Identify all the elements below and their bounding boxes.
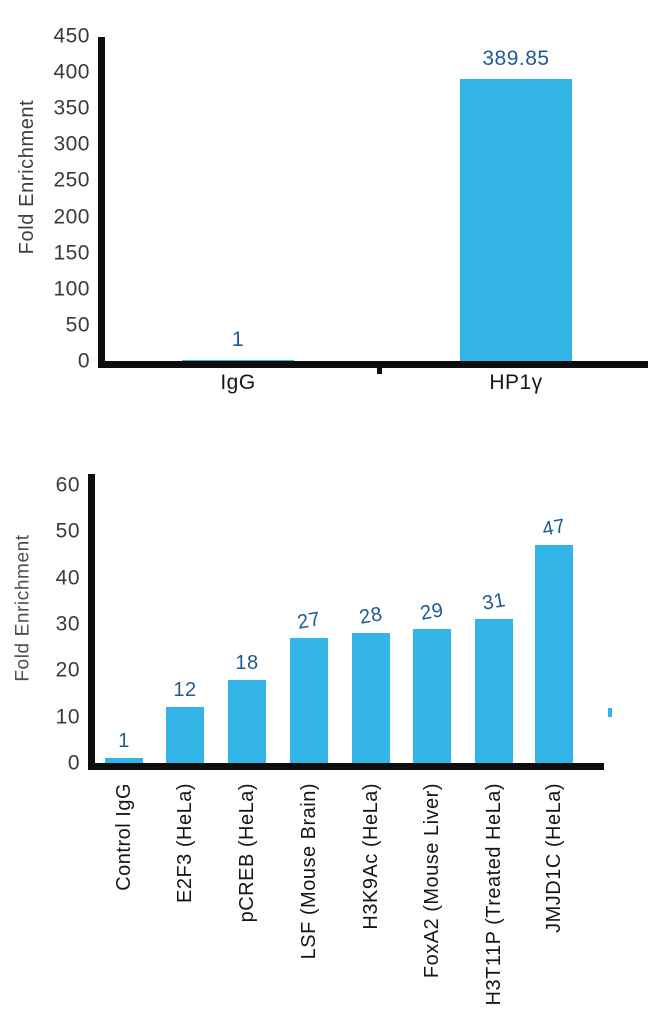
bar-value-label: 12 (173, 679, 197, 701)
x-axis-line (98, 361, 648, 368)
bar (352, 633, 390, 763)
x-category-label: LSF (Mouse Brain) (298, 783, 320, 960)
y-tick-label: 0 (77, 349, 90, 373)
y-tick-label: 30 (55, 612, 80, 636)
y-tick-label: 20 (55, 658, 80, 682)
x-category-label: HP1γ (489, 371, 543, 394)
stray-mark (608, 708, 612, 717)
bar-value-label: 1 (231, 328, 245, 351)
bar-value-label: 31 (480, 589, 508, 615)
bar (166, 707, 204, 763)
bar-value-label: 1 (118, 730, 130, 752)
y-tick-label: 300 (53, 132, 90, 156)
category-divider-tick (377, 368, 382, 374)
bar-value-label: 389.85 (482, 47, 550, 70)
x-category-label: pCREB (HeLa) (236, 783, 258, 923)
bar (413, 629, 451, 763)
y-tick-label: 150 (53, 241, 90, 265)
y-tick-label: 40 (55, 566, 80, 590)
y-tick-label: 100 (53, 277, 90, 301)
bar (228, 680, 266, 763)
y-tick-label: 0 (67, 751, 80, 775)
x-category-label: JMJD1C (HeLa) (543, 783, 565, 933)
y-tick-label: 350 (53, 96, 90, 120)
x-category-label: FoxA2 (Mouse Liver) (421, 783, 443, 979)
bar-value-label: 18 (235, 652, 259, 674)
bar (460, 79, 572, 361)
y-tick-label: 60 (55, 473, 80, 497)
y-tick-label: 200 (53, 205, 90, 229)
y-tick-label: 50 (55, 519, 80, 543)
y-tick-label: 400 (53, 60, 90, 84)
y-tick-label: 250 (53, 168, 90, 192)
y-tick-label: 50 (65, 313, 90, 337)
y-tick-label: 10 (55, 705, 80, 729)
x-category-label: H3T11P (Treated HeLa) (483, 783, 505, 1006)
bar-value-label: 47 (540, 515, 568, 541)
bar (182, 360, 294, 361)
bar-value-label: 29 (418, 599, 446, 625)
bar (105, 758, 143, 763)
bar-value-label: 28 (357, 603, 385, 629)
bar (290, 638, 328, 763)
y-axis-line (88, 474, 95, 770)
x-category-label: Control IgG (113, 783, 135, 891)
x-axis-line (88, 763, 604, 770)
y-tick-label: 450 (53, 24, 90, 48)
bar-value-label: 27 (295, 608, 323, 634)
x-category-label: IgG (220, 371, 256, 394)
bar (475, 619, 513, 763)
bar (535, 545, 573, 763)
x-category-label: E2F3 (HeLa) (174, 783, 196, 903)
y-axis-line (98, 37, 105, 368)
x-category-label: H3K9Ac (HeLa) (360, 783, 382, 930)
